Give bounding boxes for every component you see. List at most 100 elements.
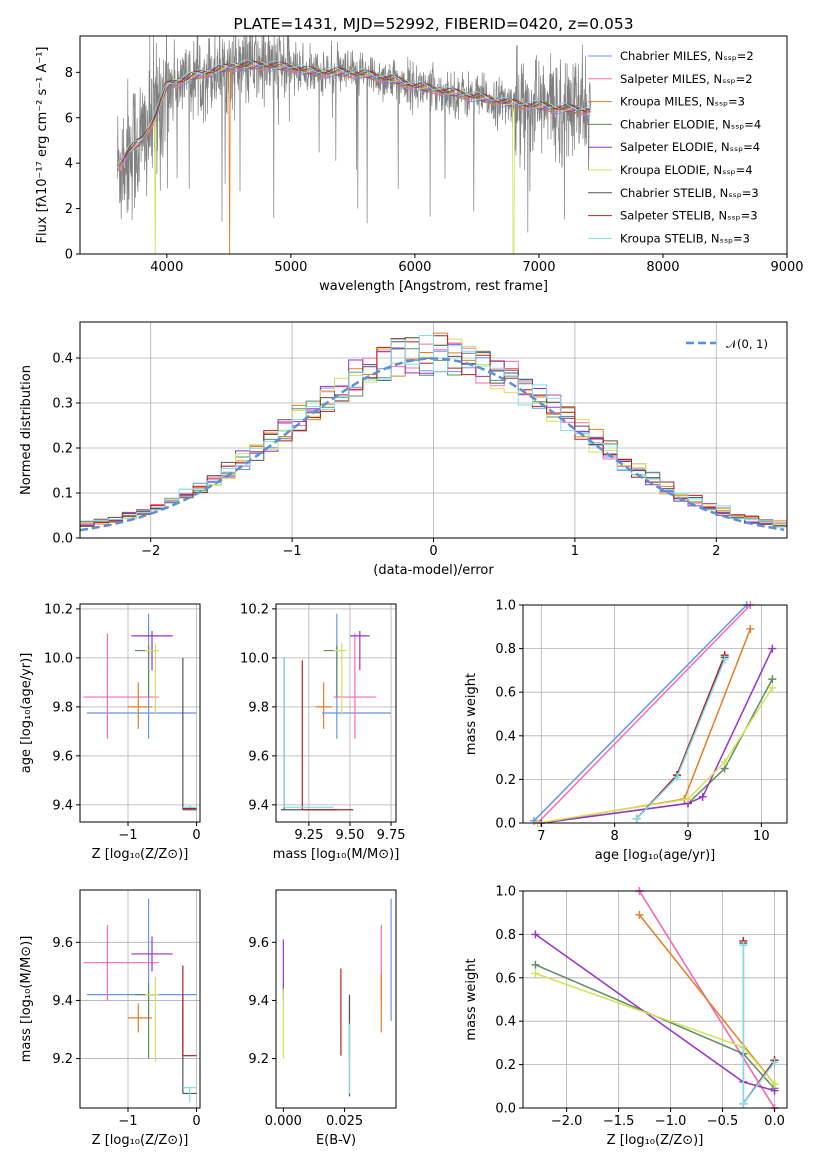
x-tick-label: 0.025 [326,1114,363,1129]
massweight-vs-age-marks [530,601,777,827]
mass-vs-ebv-panel: 0.000 0.025 9.2 9.4 9.6 E(B-V) [248,889,397,1148]
x-tick-label: 0 [192,1114,200,1129]
x-tick-label: 1 [571,544,579,559]
y-tick-label: 9.4 [248,994,269,1009]
mass-vs-Z-panel: −1 0 9.2 9.4 9.6 Z [log₁₀(Z/Z⊙)] mass [log₁₀(M… [19,889,201,1148]
x-axis-label: wavelength [Angstrom, rest frame] [319,279,548,294]
plus-marker [635,910,644,919]
errorbar-3 [128,682,152,729]
y-tick-label: 0.0 [52,532,73,547]
age-vs-mass-marks [280,613,392,811]
axes-frame [79,603,201,823]
y-tick-label: 10.2 [240,602,269,617]
mass-weight-series-9 [636,659,726,820]
y-tick-label: 0.4 [495,1015,516,1030]
y-tick-label: 10.2 [44,602,73,617]
legend-entry: Salpeter MILES, Nₛₛₚ=2 [620,72,753,86]
plus-marker [698,792,707,801]
mass-weight-series-5 [535,933,775,1092]
x-axis-label: (data-model)/error [373,563,494,578]
x-tick-label: 7 [537,829,545,844]
y-tick-label: 9.6 [248,936,269,951]
plus-marker [768,675,777,684]
plus-marker [746,624,755,633]
y-tick-label: 9.6 [248,749,269,764]
y-tick-label: 2 [65,202,73,217]
legend-entry: Kroupa ELODIE, Nₛₛₚ=4 [620,163,753,177]
mass-weight-series-3 [638,914,776,1085]
x-tick-label: 0.0 [764,1114,785,1129]
errorbar-1 [86,613,197,739]
y-tick-label: 9.6 [52,936,73,951]
x-axis-label: Z [log₁₀(Z/Z⊙)] [92,847,189,862]
residuals-marks [80,332,787,532]
axes-frame [522,890,788,1109]
y-tick-label: 6 [65,111,73,126]
errorbar-5 [349,630,370,671]
errorbar-9 [182,804,197,808]
errorbar-6 [333,643,347,715]
x-axis-label: age [log₁₀(age/yr)] [595,848,716,863]
mass-weight-series-1 [533,604,748,822]
plus-marker [770,1080,779,1089]
y-tick-label: 10.0 [44,651,73,666]
y-tick-label: 0.8 [495,928,516,943]
y-tick-label: 9.4 [52,994,73,1009]
x-tick-label: 9.75 [377,828,406,843]
age-vs-mass-panel: 9.25 9.50 9.75 9.4 9.6 9.8 10.0 10.2 mass [log₁₀… [240,602,405,862]
model-spectrum-3 [116,63,591,254]
errorbar-7 [182,994,197,1095]
legend-entry: Chabrier MILES, Nₛₛₚ=2 [620,49,754,63]
x-tick-label: 5000 [274,260,307,275]
y-axis-label: mass weight [464,958,479,1040]
model-spectrum-8 [116,60,591,168]
legend-entry: Kroupa MILES, Nₛₛₚ=3 [620,95,745,109]
mass-weight-series-3 [541,628,751,824]
x-axis-label: E(B-V) [316,1133,356,1148]
errorbar-2 [333,633,377,739]
y-axis-label: mass [log₁₀(M/M⊙)] [19,936,34,1063]
x-tick-label: 9.25 [294,828,323,843]
x-tick-label: −1 [118,828,137,843]
plus-marker [684,795,692,804]
x-tick-label: 8 [611,829,619,844]
x-tick-label: 4000 [150,260,183,275]
x-axis-label: Z [log₁₀(Z/Z⊙)] [607,1133,704,1148]
x-axis-label: mass [log₁₀(M/M⊙)] [273,847,400,862]
plus-marker [531,930,540,939]
y-tick-label: 1.0 [495,599,516,614]
y-axis-label: mass weight [464,673,479,755]
y-tick-label: 0.2 [495,1058,516,1073]
plus-marker [739,941,748,950]
y-tick-label: 0.1 [52,487,73,502]
errorbar-4 [323,645,344,698]
errorbar-2 [83,633,159,739]
axes-frame [522,604,788,824]
x-tick-label: −1 [118,1114,137,1129]
y-tick-label: 0.4 [495,729,516,744]
axes-frame [275,603,397,823]
mass-weight-series-7 [636,657,726,820]
observed-spectrum [116,36,592,233]
y-tick-label: 9.2 [52,1052,73,1067]
legend-entry: Kroupa STELIB, Nₛₛₚ=3 [620,231,750,245]
normal-curve [80,357,785,532]
mass-vs-Z-marks [83,898,197,1103]
errorbar-7 [182,657,197,811]
errorbar-8 [301,660,354,811]
plus-marker [531,960,540,969]
y-tick-label: 9.4 [52,798,73,813]
histogram-9 [80,335,787,528]
massweight-vs-Z-marks [531,887,779,1112]
y-tick-label: 9.6 [52,749,73,764]
errorbar-1 [86,898,197,1021]
mass-weight-series-4 [535,964,776,1090]
x-tick-label: 9 [684,829,692,844]
x-tick-label: 10 [753,829,770,844]
y-tick-label: 9.8 [52,700,73,715]
legend-entry: Salpeter STELIB, Nₛₛₚ=3 [620,209,758,223]
mass-weight-series-9 [742,945,776,1106]
y-tick-label: 10.0 [240,651,269,666]
spectrum-panel: 4000 5000 6000 7000 8000 9000 0 2 4 6 8 wavelength … [35,15,804,294]
